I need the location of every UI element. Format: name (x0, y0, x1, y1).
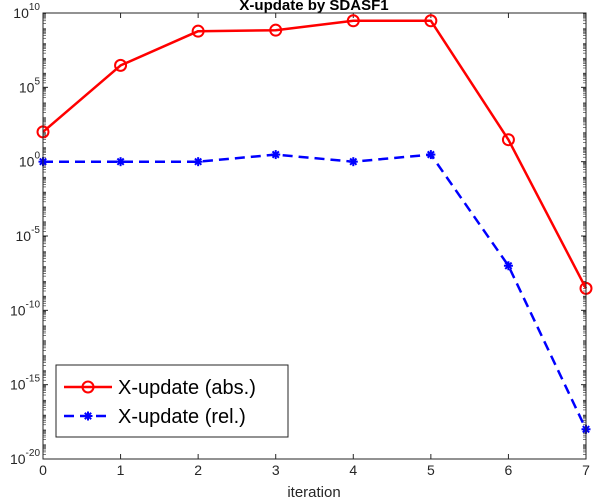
marker-asterisk (503, 261, 513, 271)
series-line (42, 19, 588, 289)
marker-circle (191, 24, 205, 38)
marker-asterisk (193, 157, 203, 167)
marker-circle (346, 14, 360, 28)
x-tick-label: 7 (582, 462, 590, 478)
y-tick-label: 100 (19, 151, 41, 170)
y-tick-label: 10-20 (10, 448, 40, 467)
marker-asterisk (426, 150, 436, 160)
series-line (43, 153, 588, 430)
marker-asterisk (116, 157, 126, 167)
y-tick-label: 10-5 (16, 225, 41, 244)
x-axis-title: iteration (287, 484, 340, 500)
marker-circle (269, 23, 283, 37)
legend-entry: X-update (abs.) (64, 377, 256, 399)
marker-circle (501, 133, 515, 147)
marker-circle (424, 14, 438, 28)
legend-label: X-update (rel.) (118, 406, 246, 428)
x-tick-label: 2 (194, 462, 202, 478)
legend-label: X-update (abs.) (118, 377, 256, 399)
y-tick-label: 10-10 (10, 299, 40, 318)
y-tick-label: 1010 (13, 2, 40, 21)
marker-asterisk (271, 150, 281, 160)
y-tick-label: 105 (19, 76, 41, 95)
axes-box (42, 12, 587, 460)
legend-entry: X-update (rel.) (64, 406, 246, 428)
x-tick-label: 1 (117, 462, 125, 478)
marker-circle (81, 380, 95, 394)
x-tick-label: 3 (272, 462, 280, 478)
legend-box (55, 364, 289, 438)
x-tick-label: 0 (39, 462, 47, 478)
marker-asterisk (83, 411, 93, 421)
marker-asterisk (348, 157, 358, 167)
legend: X-update (abs.) X-update (rel.) (55, 364, 289, 438)
y-tick-label: 10-15 (10, 374, 40, 393)
marker-circle (114, 58, 128, 72)
x-tick-label: 5 (427, 462, 435, 478)
x-tick-label: 4 (349, 462, 357, 478)
x-tick-label: 6 (505, 462, 513, 478)
chart-title: X-update by SDASF1 (239, 0, 388, 14)
